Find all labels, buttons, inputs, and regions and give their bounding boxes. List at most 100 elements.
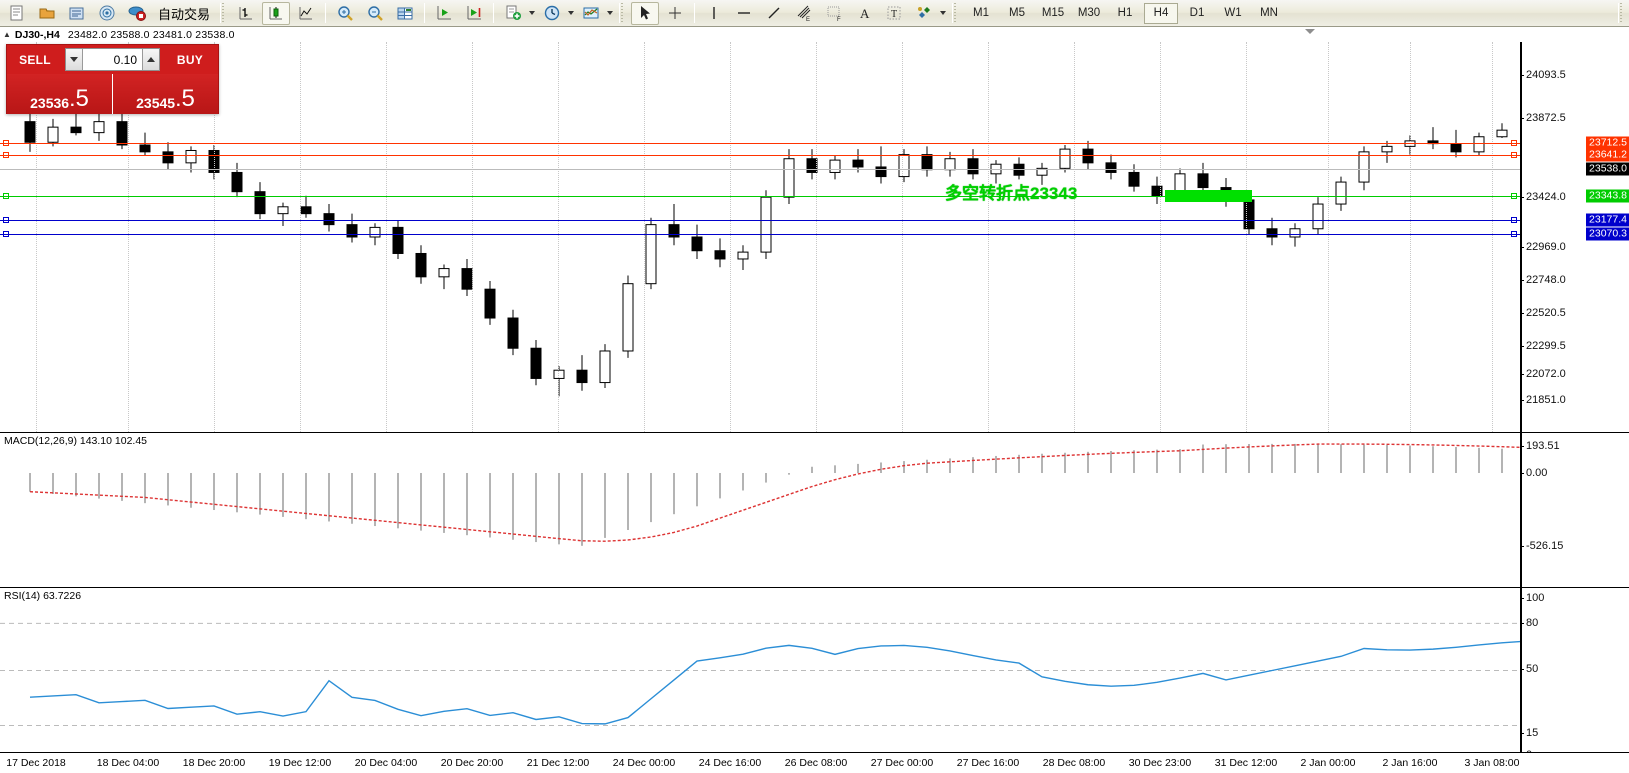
candle[interactable] bbox=[461, 258, 473, 297]
one-click-trading-panel[interactable]: SELL 0.10 BUY 23536 . 5 23545 . 5 bbox=[6, 44, 219, 114]
template-icon[interactable] bbox=[577, 2, 605, 25]
candle[interactable] bbox=[1496, 123, 1508, 138]
volume-increment-button[interactable] bbox=[142, 49, 159, 70]
period-dropdown[interactable] bbox=[537, 2, 575, 25]
candle[interactable] bbox=[415, 245, 427, 284]
timeframe-button-m15[interactable]: M15 bbox=[1041, 7, 1065, 19]
price-level-tag[interactable]: 23070.3 bbox=[1586, 227, 1629, 241]
sell-button[interactable]: 23536 . 5 bbox=[7, 74, 113, 114]
candle[interactable] bbox=[553, 366, 565, 397]
candle[interactable] bbox=[622, 275, 634, 358]
macd-plot[interactable] bbox=[0, 433, 1520, 587]
vertical-line-icon[interactable] bbox=[700, 2, 728, 25]
candle[interactable] bbox=[139, 132, 151, 156]
candle[interactable] bbox=[737, 245, 749, 270]
price-level-line[interactable] bbox=[0, 155, 1520, 156]
candle[interactable] bbox=[1197, 162, 1209, 194]
toolbar-grip-2[interactable] bbox=[619, 3, 627, 23]
candle[interactable] bbox=[1358, 146, 1370, 191]
candle[interactable] bbox=[599, 344, 611, 389]
autotrade-label[interactable]: 自动交易 bbox=[158, 6, 211, 22]
chevron-down-icon[interactable] bbox=[940, 11, 947, 15]
label-icon[interactable]: T bbox=[880, 2, 908, 25]
folder-icon[interactable] bbox=[33, 2, 61, 25]
chevron-down-icon[interactable] bbox=[529, 11, 536, 15]
signal-icon[interactable] bbox=[93, 2, 121, 25]
candle[interactable] bbox=[507, 309, 519, 356]
indicators-dropdown[interactable] bbox=[498, 2, 536, 25]
price-level-tag[interactable]: 23343.8 bbox=[1586, 189, 1629, 203]
candle[interactable] bbox=[1312, 197, 1324, 235]
timeframe-button-h4[interactable]: H4 bbox=[1144, 2, 1179, 24]
candle[interactable] bbox=[714, 238, 726, 268]
clock-icon[interactable] bbox=[538, 2, 566, 25]
timeframe-button-mn[interactable]: MN bbox=[1260, 7, 1278, 19]
timeframe-button-w1[interactable]: W1 bbox=[1224, 7, 1242, 19]
sell-button-label[interactable]: SELL bbox=[19, 52, 51, 67]
toolbar-grip-4[interactable] bbox=[1618, 3, 1625, 23]
candle[interactable] bbox=[185, 146, 197, 173]
shapes-dropdown[interactable] bbox=[909, 2, 947, 25]
timeframe-button-d1[interactable]: D1 bbox=[1189, 7, 1205, 19]
candle[interactable] bbox=[691, 224, 703, 259]
candle[interactable] bbox=[392, 220, 404, 259]
timeframe-button-h1[interactable]: H1 bbox=[1117, 7, 1133, 19]
candle[interactable] bbox=[530, 339, 542, 386]
current-price-tag[interactable]: 23538.0 bbox=[1586, 162, 1629, 176]
rsi-scale[interactable]: 1008050150 bbox=[1520, 588, 1629, 761]
new-order-icon[interactable] bbox=[3, 2, 31, 25]
candle[interactable] bbox=[668, 204, 680, 246]
candle[interactable] bbox=[852, 149, 864, 173]
crosshair-icon[interactable] bbox=[661, 2, 689, 25]
horizontal-line-icon[interactable] bbox=[730, 2, 758, 25]
candle[interactable] bbox=[231, 162, 243, 198]
candle[interactable] bbox=[1381, 140, 1393, 163]
candle[interactable] bbox=[323, 204, 335, 232]
candle[interactable] bbox=[484, 280, 496, 325]
candle[interactable] bbox=[47, 118, 59, 147]
candle[interactable] bbox=[1427, 127, 1439, 150]
toolbar-grip-3[interactable] bbox=[952, 3, 960, 23]
shapes-icon[interactable] bbox=[910, 2, 938, 25]
candle[interactable] bbox=[576, 355, 588, 391]
candle[interactable] bbox=[1036, 162, 1048, 185]
zoom-out-icon[interactable] bbox=[361, 2, 389, 25]
timeframe-button-m5[interactable]: M5 bbox=[1009, 7, 1025, 19]
trendline-icon[interactable] bbox=[760, 2, 788, 25]
candle[interactable] bbox=[645, 217, 657, 290]
volume-value[interactable]: 0.10 bbox=[113, 52, 137, 67]
price-level-tag[interactable]: 23641.2 bbox=[1586, 148, 1629, 162]
macd-scale[interactable]: 193.51 0.00 -526.15 bbox=[1520, 433, 1629, 587]
channel-icon[interactable]: F bbox=[820, 2, 848, 25]
candle[interactable] bbox=[1059, 144, 1071, 173]
buy-button-label[interactable]: BUY bbox=[176, 52, 204, 67]
collapse-triangle-icon[interactable]: ▲ bbox=[3, 30, 11, 39]
bar-chart-icon[interactable] bbox=[232, 2, 260, 25]
templates-dropdown[interactable] bbox=[576, 2, 614, 25]
zoom-in-icon[interactable] bbox=[331, 2, 359, 25]
price-pane[interactable]: 多空转折点23343 24093.5 23872.5 23424.0 22969.0 2… bbox=[0, 42, 1629, 471]
candle[interactable] bbox=[93, 113, 105, 141]
candle[interactable] bbox=[277, 202, 289, 227]
candle[interactable] bbox=[1105, 154, 1117, 180]
price-scale[interactable]: 24093.5 23872.5 23424.0 22969.0 22748.0 22520… bbox=[1520, 42, 1629, 471]
price-level-tag[interactable]: 23177.4 bbox=[1586, 213, 1629, 227]
candle[interactable] bbox=[783, 149, 795, 205]
chart-annotation-text[interactable]: 多空转折点23343 bbox=[945, 184, 1078, 203]
candle[interactable] bbox=[875, 146, 887, 184]
candle[interactable] bbox=[346, 213, 358, 243]
data-window-icon[interactable] bbox=[391, 2, 419, 25]
candle[interactable] bbox=[1335, 176, 1347, 211]
candle[interactable] bbox=[1128, 164, 1140, 192]
rsi-pane[interactable]: RSI(14) 63.7226 1008050150 bbox=[0, 587, 1629, 761]
autotrade-icon[interactable] bbox=[123, 2, 151, 25]
rsi-plot[interactable] bbox=[0, 588, 1520, 752]
chevron-down-icon[interactable] bbox=[568, 11, 575, 15]
candle[interactable] bbox=[760, 190, 772, 259]
volume-decrement-button[interactable] bbox=[66, 49, 83, 70]
text-icon[interactable]: A bbox=[850, 2, 878, 25]
volume-stepper[interactable]: 0.10 bbox=[65, 48, 160, 71]
scroll-caret-icon[interactable] bbox=[1305, 29, 1315, 34]
timeframe-button-m30[interactable]: M30 bbox=[1077, 7, 1101, 19]
candle[interactable] bbox=[967, 149, 979, 180]
